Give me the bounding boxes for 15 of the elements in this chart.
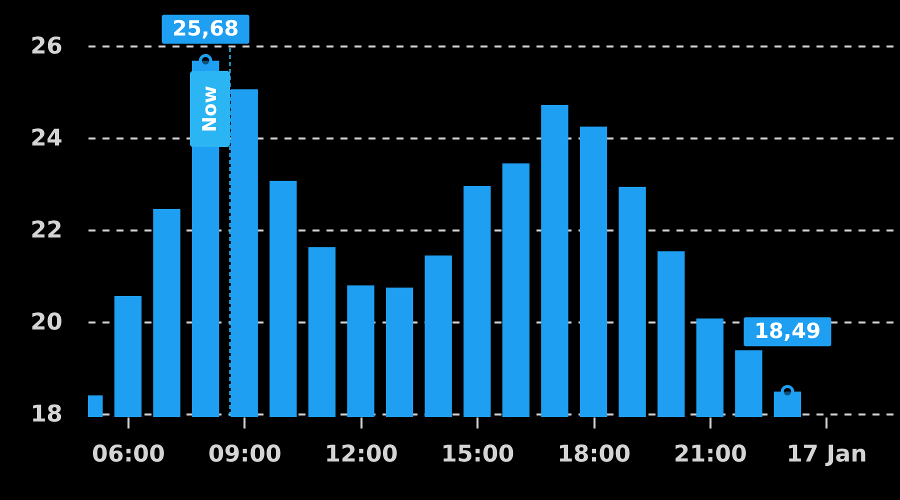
- x-tick-label: 06:00: [92, 442, 166, 468]
- ref-line-label: Now: [198, 86, 221, 132]
- x-tick-label: 18:00: [557, 442, 631, 468]
- x-tick-label: 17 Jan: [786, 442, 868, 468]
- y-tick-label: 22: [30, 218, 62, 244]
- annotation: 25,68: [172, 16, 239, 40]
- x-tick-label: 15:00: [441, 442, 514, 468]
- y-tick-label: 20: [30, 310, 62, 336]
- y-tick-label: 18: [30, 402, 62, 428]
- x-tick-label: 12:00: [324, 442, 398, 468]
- y-tick-label: 26: [30, 34, 62, 60]
- y-tick-label: 24: [30, 126, 62, 152]
- x-tick-label: 21:00: [674, 442, 748, 468]
- x-tick-label: 09:00: [208, 442, 282, 468]
- annotation: 18,49: [754, 318, 821, 343]
